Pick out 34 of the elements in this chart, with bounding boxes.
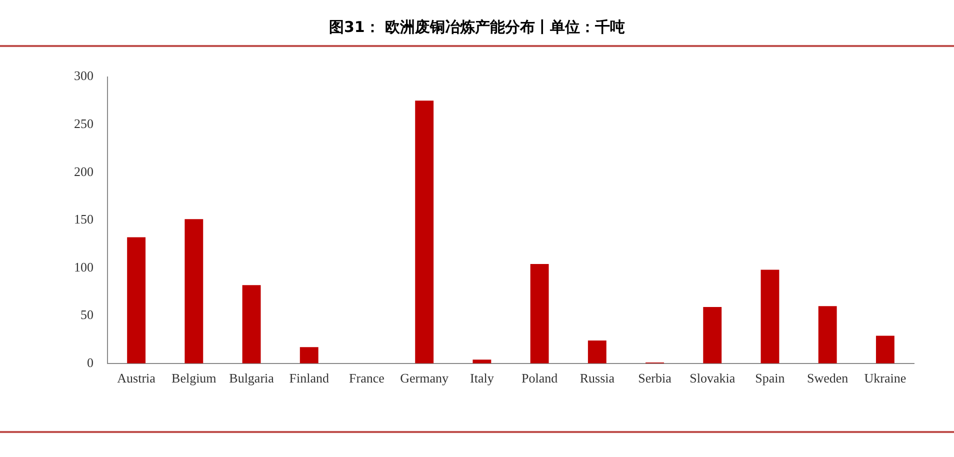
y-tick-label: 300 (74, 68, 94, 84)
x-tick-label: Serbia (638, 370, 672, 386)
y-tick-label: 200 (74, 164, 94, 179)
x-tick-label: Poland (521, 370, 558, 386)
x-tick-label: Italy (470, 370, 494, 386)
bar (530, 264, 549, 364)
bar (300, 347, 318, 364)
x-tick-label: Finland (289, 370, 330, 386)
x-tick-label: Germany (400, 370, 450, 386)
chart-title: 图31： 欧洲废铜冶炼产能分布丨单位：千吨 (328, 18, 626, 37)
x-tick-label: Slovakia (690, 370, 736, 386)
bar (242, 285, 261, 364)
y-tick-label: 0 (87, 354, 94, 370)
x-tick-label: Belgium (172, 370, 216, 386)
bar (415, 100, 434, 364)
x-tick-label: Bulgaria (229, 370, 274, 386)
bar (184, 219, 204, 364)
bar (760, 270, 780, 364)
bar (588, 340, 606, 364)
y-tick-label: 250 (74, 116, 94, 131)
x-tick-label: Spain (755, 370, 786, 386)
x-tick-label: Austria (117, 370, 156, 386)
bar (876, 336, 894, 364)
x-tick-label: Ukraine (864, 370, 906, 386)
y-tick-label: 150 (74, 212, 94, 227)
bar (472, 360, 492, 364)
bar (818, 306, 837, 364)
y-tick-label: 50 (80, 307, 94, 322)
x-tick-label: Sweden (807, 370, 849, 386)
y-tick-label: 100 (74, 259, 94, 274)
x-tick-label: France (349, 370, 385, 386)
x-tick-label: Russia (580, 370, 615, 386)
bar (703, 307, 722, 364)
bar (127, 237, 146, 364)
